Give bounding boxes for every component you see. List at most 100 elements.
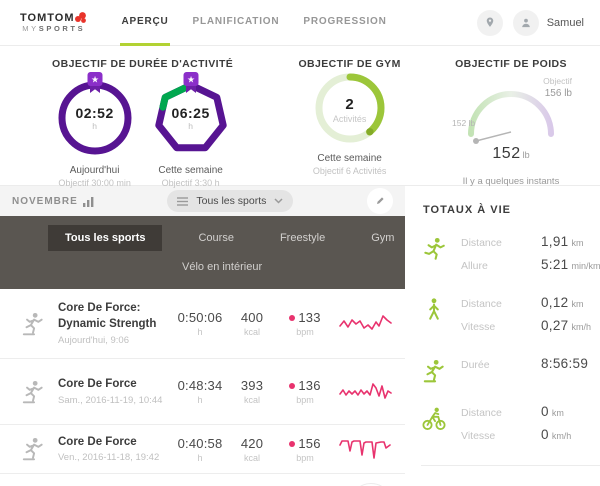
lifetime-totals-panel: TOTAUX À VIE Distance 1,91 km Allure 5:21 mi… (405, 186, 600, 466)
nav-apercu[interactable]: APERÇU (120, 0, 170, 46)
tomtom-logo[interactable]: TOMTOM MYSPORTS (20, 11, 87, 33)
week-unit: h (188, 121, 193, 131)
activity-date: Sam., 2016-11-19, 10:44 (58, 394, 163, 406)
bpm-value: 133 (279, 310, 331, 325)
week-objective: Objectif 3:30 h (161, 178, 220, 188)
walking-icon (429, 298, 439, 320)
gym-objective: Objectif 6 Activités (312, 166, 387, 176)
calories-value: 393 (240, 378, 264, 393)
weight-updated: Il y a quelques instants (462, 176, 560, 187)
today-unit: h (92, 121, 97, 131)
activity-row[interactable]: Core De Force Sam., 2016-11-19, 10:44 0:… (0, 359, 405, 425)
main-content: NOVEMBRE Tous les sports (0, 186, 600, 486)
person-icon (521, 18, 530, 27)
totals-gym-group: Durée 8:56:59 (421, 356, 600, 389)
award-badge-icon: ★ (87, 72, 103, 93)
header-right: Samuel (467, 9, 584, 36)
total-value: 0 (541, 404, 549, 419)
nav-progression[interactable]: PROGRESSION (303, 15, 387, 27)
week-ring: ★ 06:25 h Cette semaine Objectif 3:30 h (149, 72, 233, 188)
chevron-down-icon (274, 198, 283, 204)
heart-rate-sparkline (339, 314, 392, 330)
duration-value: 0:48:34 (177, 378, 223, 393)
main-nav: APERÇU PLANIFICATION PROGRESSION (109, 0, 398, 46)
bpm-value: 156 (279, 436, 331, 451)
heart-rate-sparkline (339, 440, 391, 459)
tab-tous-les-sports[interactable]: Tous les sports (48, 225, 163, 251)
total-label: Distance (461, 298, 502, 310)
cycling-icon (422, 407, 446, 430)
activity-list: Core De Force: Dynamic Strength Aujourd'… (0, 289, 405, 486)
month-bar: NOVEMBRE Tous les sports (0, 186, 405, 216)
tab-course[interactable]: Course (198, 232, 234, 244)
month-selector[interactable]: NOVEMBRE (12, 196, 94, 207)
tab-freestyle[interactable]: Freestyle (279, 232, 326, 244)
total-label: Distance (461, 407, 502, 419)
total-value: 0 (541, 427, 549, 442)
total-value: 1,91 (541, 234, 569, 249)
award-badge-icon: ★ (183, 72, 199, 93)
exercise-icon (22, 437, 43, 461)
weight-goal[interactable]: OBJECTIF DE POIDS Objectif 156 lb 152 lb… (436, 58, 586, 187)
logo-text: TOMTOM (20, 11, 75, 24)
today-ring: ★ 02:52 h Aujourd'hui Objectif 30:00 min (53, 72, 137, 188)
total-label: Distance (461, 237, 502, 249)
totals-divider (421, 465, 600, 466)
activity-date: Aujourd'hui, 9:06 (58, 334, 130, 346)
goal-title: OBJECTIF DE POIDS (455, 58, 567, 70)
activity-row[interactable]: Core De Force: Dynamic Strength Aujourd'… (0, 289, 405, 359)
route-map-thumbnail (349, 482, 393, 486)
gym-goal[interactable]: OBJECTIF DE GYM 2 Activités Cette semain… (277, 58, 422, 185)
tab-velo-en-interieur[interactable]: Vélo en intérieur (182, 261, 263, 273)
activity-title: Core De Force (58, 378, 137, 391)
heart-rate-dot (289, 383, 296, 389)
weight-needle-label: 152 lb (452, 118, 476, 128)
activity-duration-goal[interactable]: OBJECTIF DE DURÉE D'ACTIVITÉ ★ 02:52 h A… (34, 58, 251, 188)
total-label: Durée (461, 359, 490, 371)
logo-subtext: MYSPORTS (22, 24, 86, 34)
heart-rate-dot (289, 315, 296, 321)
goal-title: OBJECTIF DE DURÉE D'ACTIVITÉ (52, 58, 234, 70)
nav-planification[interactable]: PLANIFICATION (192, 15, 280, 27)
weight-objective: Objectif 156 lb (543, 76, 572, 99)
user-name[interactable]: Samuel (546, 16, 584, 29)
today-objective: Objectif 30:00 min (58, 178, 131, 188)
edit-button[interactable] (366, 188, 393, 214)
activity-row[interactable]: Freestyle 0,12 0:26:27 0,27 (0, 474, 405, 486)
today-value: 02:52 (75, 105, 114, 121)
running-icon (424, 237, 445, 260)
location-button[interactable] (476, 9, 503, 36)
calories-value: 420 (240, 435, 264, 451)
activity-panel: NOVEMBRE Tous les sports (0, 186, 405, 486)
sport-tabs-band: Tous les sports Course Freestyle Gym Vél… (0, 216, 405, 289)
tomtom-splat-icon (75, 12, 87, 24)
total-label: Allure (461, 260, 488, 272)
tab-gym[interactable]: Gym (371, 232, 395, 244)
filter-label: Tous les sports (196, 195, 267, 207)
hamburger-icon (177, 196, 189, 206)
activity-row[interactable]: Core De Force Ven., 2016-11-18, 19:42 0:… (0, 425, 405, 474)
heart-rate-sparkline (339, 382, 392, 399)
location-pin-icon (486, 16, 493, 27)
sport-filter-dropdown[interactable]: Tous les sports (167, 190, 294, 212)
gym-icon (423, 359, 444, 383)
totals-title: TOTAUX À VIE (423, 204, 511, 216)
user-avatar[interactable] (512, 9, 539, 36)
duration-value: 0:40:58 (177, 435, 223, 451)
top-header: TOMTOM MYSPORTS APERÇU PLANIFICATION PRO… (0, 0, 600, 46)
total-value: 5:21 (541, 257, 569, 272)
goal-title: OBJECTIF DE GYM (298, 58, 401, 70)
activity-title: Core De Force (58, 435, 137, 448)
week-label: Cette semaine (158, 165, 223, 176)
gym-unit: Activités (332, 114, 367, 124)
total-value: 8:56:59 (541, 356, 589, 371)
totals-cycling-group: Distance 0 km Vitesse 0 km/h (421, 404, 600, 450)
total-value: 0,27 (541, 318, 569, 333)
pencil-icon (376, 197, 384, 204)
calories-value: 400 (240, 310, 264, 325)
weight-current: 152 lb (492, 145, 530, 162)
week-value: 06:25 (171, 105, 210, 121)
heptagon-ring-chart (154, 81, 227, 152)
total-value: 0,12 (541, 295, 569, 310)
bpm-value: 136 (279, 378, 331, 393)
